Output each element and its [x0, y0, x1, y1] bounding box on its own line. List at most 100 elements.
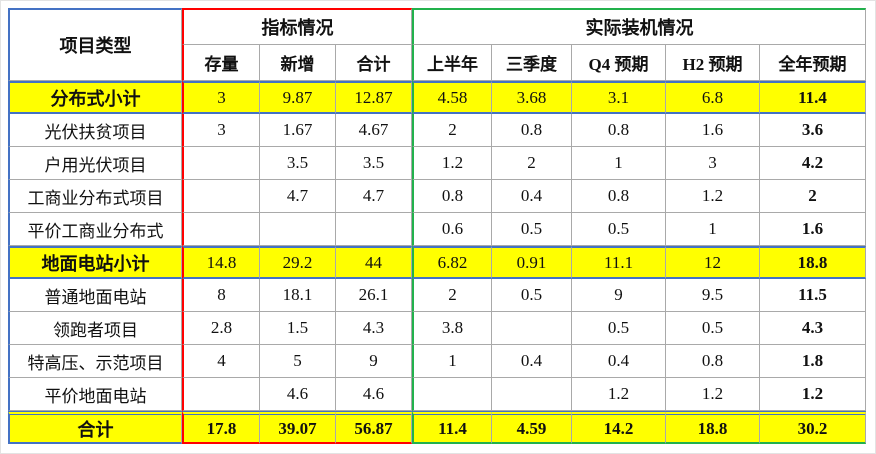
cell-value: 0.8 [492, 114, 573, 147]
cell-value: 1.67 [260, 114, 336, 147]
row-label: 普通地面电站 [8, 279, 182, 312]
cell-value: 2.8 [182, 312, 260, 345]
cell-value: 12 [666, 246, 761, 279]
cell-value: 4.7 [336, 180, 413, 213]
cell-value: 11.4 [760, 81, 867, 114]
cell-value: 1.2 [666, 378, 761, 411]
table-row: 领跑者项目 2.8 1.5 4.3 3.8 0.5 0.5 4.3 [8, 312, 867, 345]
row-label: 工商业分布式项目 [8, 180, 182, 213]
cell-value: 56.87 [336, 411, 413, 444]
pv-installation-table: 项目类型 指标情况 实际装机情况 存量 新增 合计 上半年 三季度 Q4 预期 … [8, 8, 867, 444]
row-label: 领跑者项目 [8, 312, 182, 345]
cell-value: 0.4 [492, 180, 573, 213]
table-row: 平价地面电站 4.6 4.6 1.2 1.2 1.2 [8, 378, 867, 411]
cell-value: 1 [666, 213, 761, 246]
cell-value: 0.8 [572, 114, 667, 147]
cell-value: 1.5 [260, 312, 336, 345]
cell-value: 18.8 [760, 246, 867, 279]
table-row: 户用光伏项目 3.5 3.5 1.2 2 1 3 4.2 [8, 147, 867, 180]
row-label: 地面电站小计 [8, 246, 182, 279]
row-label: 合计 [8, 411, 182, 444]
cell-value: 4.3 [760, 312, 867, 345]
cell-value: 5 [260, 345, 336, 378]
cell-value: 2 [412, 114, 493, 147]
cell-value: 1.6 [666, 114, 761, 147]
table-row: 平价工商业分布式 0.6 0.5 0.5 1 1.6 [8, 213, 867, 246]
cell-value: 3.68 [492, 81, 573, 114]
cell-value: 0.4 [572, 345, 667, 378]
cell-value: 9 [572, 279, 667, 312]
cell-value: 29.2 [260, 246, 336, 279]
row-label: 特高压、示范项目 [8, 345, 182, 378]
cell-value: 1.6 [760, 213, 867, 246]
cell-value [336, 213, 413, 246]
cell-value: 39.07 [260, 411, 336, 444]
cell-value: 3 [182, 81, 260, 114]
table-row: 工商业分布式项目 4.7 4.7 0.8 0.4 0.8 1.2 2 [8, 180, 867, 213]
cell-value: 1.8 [760, 345, 867, 378]
header-q3: 三季度 [492, 45, 573, 81]
cell-value: 1 [572, 147, 667, 180]
cell-value [182, 378, 260, 411]
cell-value: 9.87 [260, 81, 336, 114]
cell-value: 0.91 [492, 246, 573, 279]
cell-value: 3 [182, 114, 260, 147]
table-body: 分布式小计 3 9.87 12.87 4.58 3.68 3.1 6.8 11.4 光伏扶贫项目 3… [8, 81, 867, 444]
cell-value: 4 [182, 345, 260, 378]
header-group-row: 项目类型 指标情况 实际装机情况 [8, 8, 867, 81]
cell-value [492, 378, 573, 411]
header-fullyear-forecast: 全年预期 [760, 45, 867, 81]
table-row: 普通地面电站 8 18.1 26.1 2 0.5 9 9.5 11.5 [8, 279, 867, 312]
cell-value: 4.6 [260, 378, 336, 411]
cell-value [260, 213, 336, 246]
cell-value: 0.5 [492, 279, 573, 312]
cell-value: 0.5 [492, 213, 573, 246]
cell-value: 2 [412, 279, 493, 312]
cell-value: 0.5 [572, 213, 667, 246]
header-indicator-group: 指标情况 [182, 8, 413, 45]
table-row: 地面电站小计 14.8 29.2 44 6.82 0.91 11.1 12 18.8 [8, 246, 867, 279]
cell-value [412, 378, 493, 411]
cell-value: 9.5 [666, 279, 761, 312]
cell-value: 12.87 [336, 81, 413, 114]
cell-value [492, 312, 573, 345]
header-columns-row: 存量 新增 合计 上半年 三季度 Q4 预期 H2 预期 全年预期 [8, 45, 867, 81]
cell-value: 2 [492, 147, 573, 180]
cell-value: 6.82 [412, 246, 493, 279]
cell-value: 6.8 [666, 81, 761, 114]
cell-value [182, 213, 260, 246]
cell-value: 0.8 [666, 345, 761, 378]
cell-value: 17.8 [182, 411, 260, 444]
cell-value: 4.67 [336, 114, 413, 147]
row-label: 光伏扶贫项目 [8, 114, 182, 147]
header-h2-forecast: H2 预期 [666, 45, 761, 81]
table-row: 光伏扶贫项目 3 1.67 4.67 2 0.8 0.8 1.6 3.6 [8, 114, 867, 147]
cell-value: 3.1 [572, 81, 667, 114]
table-row: 合计 17.8 39.07 56.87 11.4 4.59 14.2 18.8 30.2 [8, 411, 867, 444]
cell-value: 4.7 [260, 180, 336, 213]
header-new: 新增 [260, 45, 336, 81]
header-project-type: 项目类型 [8, 8, 182, 81]
table-row: 分布式小计 3 9.87 12.87 4.58 3.68 3.1 6.8 11.4 [8, 81, 867, 114]
header-actual-group: 实际装机情况 [412, 8, 867, 45]
cell-value: 2 [760, 180, 867, 213]
cell-value: 3 [666, 147, 761, 180]
header-total: 合计 [336, 45, 413, 81]
cell-value: 4.6 [336, 378, 413, 411]
cell-value: 0.5 [666, 312, 761, 345]
cell-value: 11.1 [572, 246, 667, 279]
cell-value [182, 180, 260, 213]
cell-value: 18.1 [260, 279, 336, 312]
cell-value: 44 [336, 246, 413, 279]
row-label: 户用光伏项目 [8, 147, 182, 180]
cell-value: 4.3 [336, 312, 413, 345]
cell-value: 14.8 [182, 246, 260, 279]
cell-value: 18.8 [666, 411, 761, 444]
table-row: 特高压、示范项目 4 5 9 1 0.4 0.4 0.8 1.8 [8, 345, 867, 378]
cell-value: 0.4 [492, 345, 573, 378]
cell-value: 0.8 [572, 180, 667, 213]
cell-value: 3.5 [260, 147, 336, 180]
cell-value: 3.6 [760, 114, 867, 147]
cell-value: 8 [182, 279, 260, 312]
cell-value: 11.5 [760, 279, 867, 312]
